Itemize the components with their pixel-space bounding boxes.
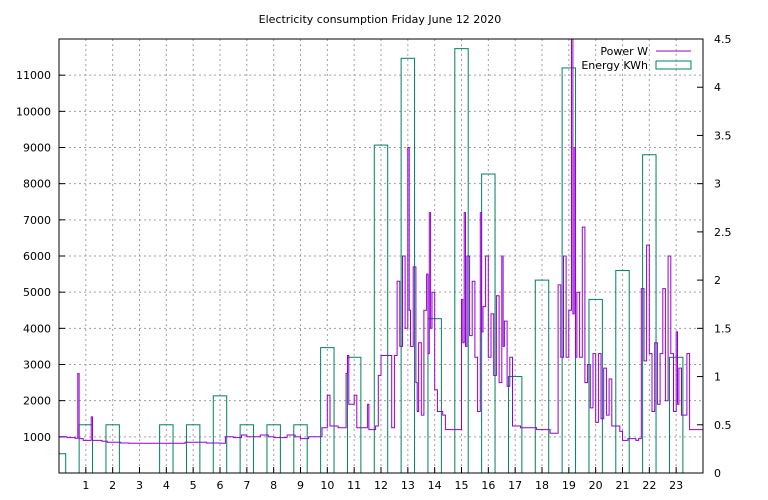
y-tick-label: 1000 [23,431,51,444]
x-axis-ticks: 1 2 3 4 5 6 7 8 9 10 11 12 13 14 15 16 17 18 19 20 21 22 23 [82,467,683,492]
y-tick-label: 7000 [23,214,51,227]
y-tick-label: 10000 [16,105,51,118]
x-tick-label: 9 [297,479,304,492]
x-tick-label: 16 [481,479,495,492]
x-tick-label: 7 [243,479,250,492]
x-tick-label: 22 [642,479,656,492]
y2-tick-label: 0 [714,467,721,480]
x-tick-label: 23 [669,479,683,492]
y2-tick-label: 1 [714,371,721,384]
y2-tick-label: 3.5 [714,129,732,142]
x-tick-label: 17 [508,479,522,492]
x-tick-label: 19 [562,479,576,492]
y-tick-label: 5000 [23,286,51,299]
y-tick-label: 8000 [23,178,51,191]
y2-tick-label: 0.5 [714,419,732,432]
power-line-group [59,38,704,444]
x-tick-label: 8 [270,479,277,492]
y2-axis-ticks: 0 0.5 1 1.5 2 2.5 3 3.5 4 4.5 [697,33,732,480]
y2-tick-label: 3 [714,178,721,191]
legend-swatch-box [655,60,692,70]
y2-tick-label: 2 [714,274,721,287]
legend-label: Power W [600,45,648,58]
y-tick-label: 2000 [23,395,51,408]
y2-tick-label: 4.5 [714,33,732,46]
y-tick-label: 3000 [23,359,51,372]
x-tick-label: 1 [82,479,89,492]
legend-label: Energy KWh [581,59,648,72]
x-tick-label: 2 [109,479,116,492]
y2-tick-label: 1.5 [714,322,732,335]
y-tick-label: 6000 [23,250,51,263]
x-tick-label: 15 [455,479,469,492]
x-tick-label: 5 [190,479,197,492]
x-tick-label: 4 [163,479,170,492]
chart-title: Electricity consumption Friday June 12 2… [259,13,502,26]
y2-tick-label: 2.5 [714,226,732,239]
y-axis-ticks: 1000 2000 3000 4000 5000 6000 7000 8000 9000 1000… [16,69,65,444]
x-tick-label: 13 [401,479,415,492]
x-tick-label: 21 [616,479,630,492]
x-tick-label: 11 [347,479,361,492]
x-tick-label: 6 [217,479,224,492]
x-tick-label: 20 [589,479,603,492]
energy-bars [58,48,684,474]
energy-bar [58,453,67,474]
plot-border [58,38,704,474]
power-line [59,38,704,444]
y-tick-label: 11000 [16,69,51,82]
x-tick-label: 14 [428,479,442,492]
y-tick-label: 4000 [23,322,51,335]
x-tick-label: 12 [374,479,388,492]
x-tick-label: 10 [320,479,334,492]
x-tick-label: 3 [136,479,143,492]
y2-tick-label: 4 [714,81,721,94]
x-tick-label: 18 [535,479,549,492]
y-tick-label: 9000 [23,142,51,155]
